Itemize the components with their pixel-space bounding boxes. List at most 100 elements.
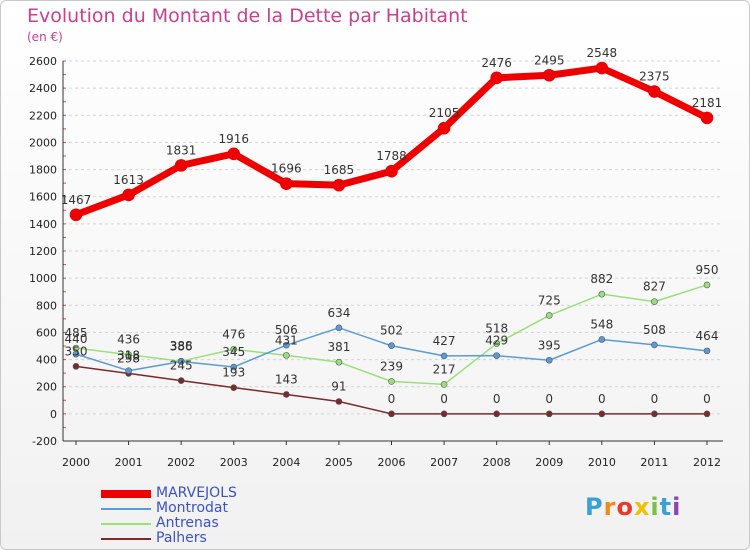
y-tick-label: 1600 bbox=[29, 191, 57, 204]
chart-subtitle: (en €) bbox=[27, 30, 63, 44]
data-point bbox=[440, 381, 448, 388]
data-label: 518 bbox=[485, 322, 508, 336]
proxiti-logo: Proxiti bbox=[585, 493, 681, 521]
data-label: 429 bbox=[485, 334, 508, 348]
data-point bbox=[542, 68, 556, 82]
data-label: 2181 bbox=[692, 96, 723, 110]
data-label: 950 bbox=[696, 263, 719, 277]
x-tick-label: 2003 bbox=[220, 456, 248, 469]
data-point bbox=[174, 159, 188, 172]
data-label: 1696 bbox=[271, 162, 302, 176]
data-label: 827 bbox=[643, 280, 666, 294]
data-label: 350 bbox=[65, 344, 88, 358]
data-label: 2495 bbox=[534, 53, 565, 67]
y-tick-label: -200 bbox=[32, 435, 57, 448]
data-point bbox=[598, 290, 606, 298]
logo-letter: P bbox=[585, 493, 604, 521]
data-point bbox=[651, 410, 658, 418]
data-point bbox=[72, 363, 80, 370]
data-label: 1685 bbox=[324, 163, 355, 177]
x-tick-label: 2011 bbox=[640, 456, 668, 469]
data-point bbox=[122, 188, 135, 202]
logo-letter: r bbox=[603, 493, 617, 521]
data-label: 1916 bbox=[218, 132, 249, 146]
data-point bbox=[493, 352, 500, 359]
data-label: 0 bbox=[388, 392, 396, 406]
data-point bbox=[595, 61, 609, 75]
data-label: 386 bbox=[170, 339, 193, 353]
data-label: 431 bbox=[275, 333, 298, 347]
series-montrodat bbox=[72, 324, 711, 375]
data-point bbox=[230, 384, 238, 391]
data-point bbox=[332, 178, 346, 192]
data-label: 2548 bbox=[587, 46, 618, 60]
data-point bbox=[493, 410, 500, 418]
data-label: 508 bbox=[643, 323, 666, 337]
data-point bbox=[72, 350, 80, 358]
data-point bbox=[440, 410, 448, 418]
data-label: 502 bbox=[380, 324, 403, 338]
axes: -200020040060080010001200140016001800200… bbox=[29, 55, 723, 469]
logo-letter: o bbox=[616, 493, 634, 521]
data-point bbox=[388, 342, 395, 350]
y-tick-label: 800 bbox=[36, 299, 57, 312]
data-point bbox=[230, 345, 238, 353]
data-point bbox=[335, 358, 343, 366]
data-point bbox=[703, 281, 711, 289]
y-tick-label: 2000 bbox=[29, 136, 57, 149]
legend-label: Montrodat bbox=[156, 500, 228, 516]
data-point bbox=[230, 363, 238, 371]
data-point bbox=[280, 177, 293, 190]
data-point bbox=[283, 391, 290, 398]
x-tick-label: 2002 bbox=[167, 456, 195, 469]
series-line bbox=[75, 365, 708, 415]
data-label: 239 bbox=[380, 359, 403, 373]
data-label: 0 bbox=[703, 392, 711, 406]
data-point bbox=[651, 341, 658, 349]
data-label: 0 bbox=[440, 392, 448, 406]
data-point bbox=[283, 352, 290, 359]
data-label: 345 bbox=[222, 345, 245, 359]
series-marvejols bbox=[69, 61, 714, 222]
data-point bbox=[283, 341, 290, 349]
data-point bbox=[493, 340, 500, 347]
data-label: 388 bbox=[170, 339, 193, 353]
y-tick-label: 1400 bbox=[29, 218, 57, 231]
data-label: 506 bbox=[275, 323, 298, 337]
data-point bbox=[490, 71, 503, 85]
data-label: 427 bbox=[433, 334, 456, 348]
x-tick-label: 2008 bbox=[483, 456, 511, 469]
data-point bbox=[703, 410, 711, 418]
data-label: 1613 bbox=[113, 173, 144, 187]
data-label: 2105 bbox=[429, 106, 460, 120]
data-label: 245 bbox=[170, 359, 193, 373]
data-label: 381 bbox=[327, 340, 350, 354]
logo-letter: t bbox=[659, 493, 673, 521]
data-label: 2375 bbox=[639, 70, 670, 84]
y-tick-label: 2600 bbox=[29, 55, 57, 68]
data-label: 548 bbox=[590, 317, 613, 331]
data-label: 91 bbox=[331, 380, 346, 394]
legend-swatch bbox=[101, 538, 151, 540]
y-tick-label: 600 bbox=[36, 326, 57, 339]
data-label: 725 bbox=[538, 293, 561, 307]
data-label: 440 bbox=[65, 332, 88, 346]
data-point bbox=[177, 377, 185, 384]
data-label: 217 bbox=[433, 362, 456, 376]
data-point bbox=[177, 358, 185, 365]
data-point bbox=[440, 352, 448, 360]
data-point bbox=[648, 85, 661, 98]
data-label: 485 bbox=[65, 326, 88, 340]
x-tick-label: 2005 bbox=[325, 456, 353, 469]
y-tick-label: 0 bbox=[50, 408, 57, 421]
y-tick-label: 1000 bbox=[29, 272, 57, 285]
legend-swatch bbox=[101, 508, 151, 510]
data-point bbox=[335, 324, 343, 332]
data-point bbox=[335, 398, 343, 405]
data-point bbox=[545, 312, 553, 319]
data-label: 298 bbox=[117, 351, 140, 365]
y-tick-label: 400 bbox=[36, 354, 57, 367]
x-tick-label: 2012 bbox=[693, 456, 721, 469]
